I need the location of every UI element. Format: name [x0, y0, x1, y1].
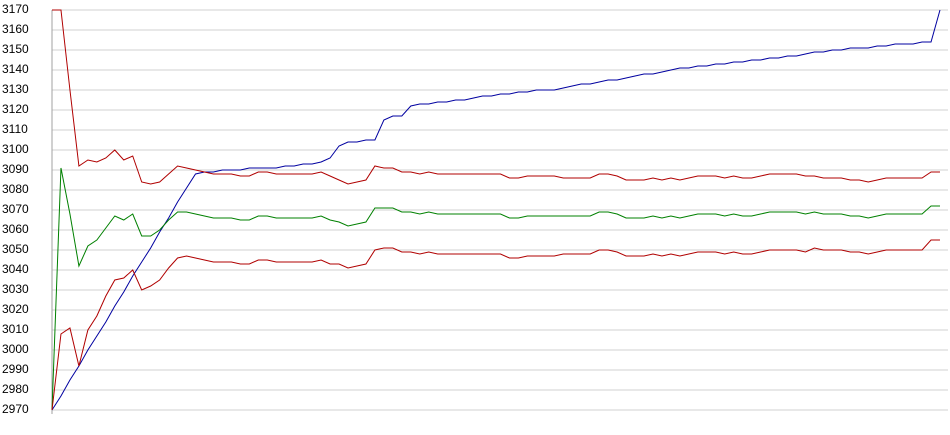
y-tick-label: 3150: [2, 42, 29, 56]
series-line: [51, 239, 940, 411]
y-tick-label: 2990: [2, 362, 29, 376]
y-tick-label: 2980: [2, 382, 29, 396]
y-tick-label: 3120: [2, 102, 29, 116]
y-tick-label: 3020: [2, 302, 29, 316]
series-line: [51, 9, 941, 411]
y-tick-label: 3090: [2, 162, 29, 176]
y-tick-label: 3040: [2, 262, 29, 276]
y-tick-label: 3160: [2, 22, 29, 36]
y-tick-label: 3100: [2, 142, 29, 156]
y-tick-label: 3070: [2, 202, 29, 216]
y-tick-label: 3030: [2, 282, 29, 296]
y-tick-label: 3080: [2, 182, 29, 196]
y-tick-label: 3140: [2, 62, 29, 76]
y-tick-label: 3050: [2, 242, 29, 256]
y-tick-label: 3000: [2, 342, 29, 356]
y-tick-label: 3060: [2, 222, 29, 236]
y-tick-label: 2970: [2, 402, 29, 416]
series-line: [51, 167, 940, 411]
y-tick-label: 3110: [2, 122, 28, 136]
y-tick-label: 3130: [2, 82, 29, 96]
series-line: [52, 9, 940, 185]
y-tick-label: 3010: [2, 322, 29, 336]
y-tick-label: 3170: [2, 2, 29, 16]
